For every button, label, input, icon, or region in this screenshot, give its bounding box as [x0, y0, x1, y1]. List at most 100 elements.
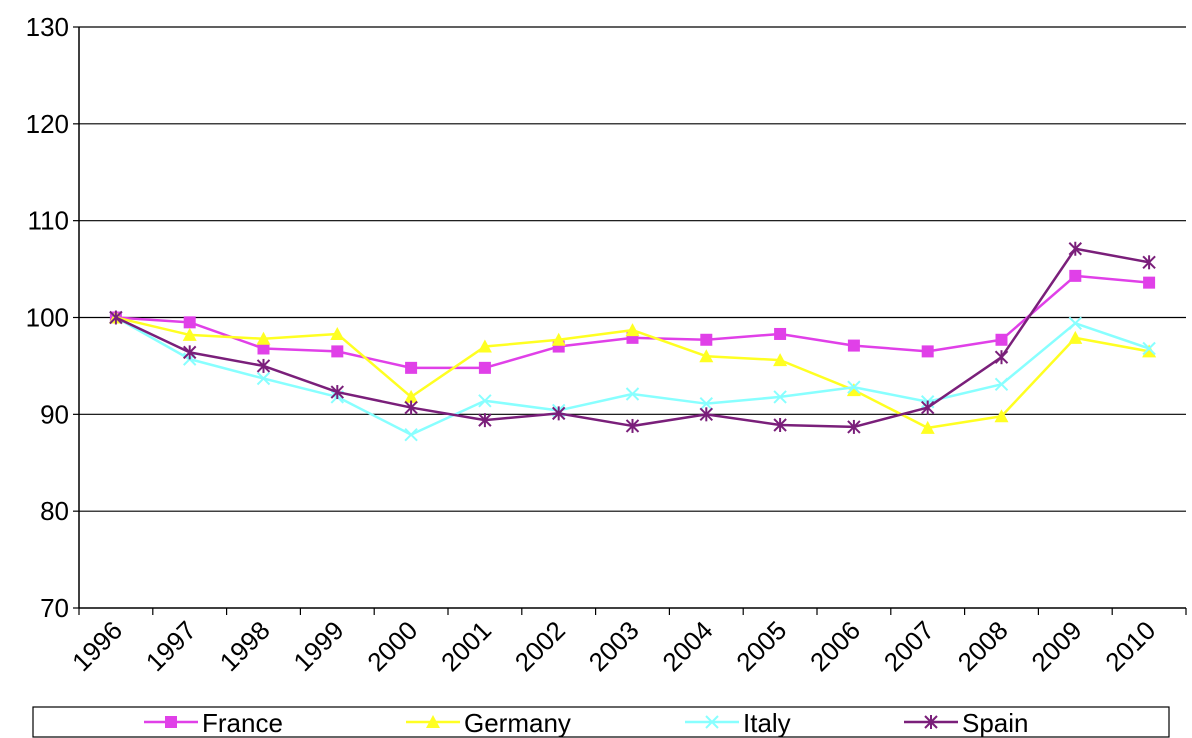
legend: France Germany Italy Spain	[32, 706, 1170, 738]
legend-item-germany: Germany	[406, 708, 571, 738]
point-italy-2001	[478, 394, 492, 408]
marker-stroke	[773, 390, 787, 404]
legend-label-germany: Germany	[464, 708, 571, 738]
point-spain-2007	[920, 400, 935, 415]
point-germany-2006	[846, 383, 861, 397]
legend-swatch-marker	[705, 715, 719, 729]
point-germany-2005	[773, 353, 788, 367]
x-tick-label: 2000	[361, 615, 423, 677]
point-italy-1998	[256, 371, 271, 386]
point-spain-1997	[182, 345, 197, 360]
x-tick-label: 2005	[730, 615, 792, 677]
point-france-2010	[1143, 276, 1156, 289]
point-spain-1998	[256, 358, 271, 373]
point-germany-1998	[256, 331, 271, 345]
point-spain-2006	[847, 419, 861, 434]
legend-swatch-marker	[426, 715, 440, 728]
x-tick-label: 2006	[804, 615, 866, 677]
legend-label-france: France	[202, 708, 283, 738]
series-germany	[108, 310, 1157, 434]
series-france	[109, 269, 1156, 374]
marker-stroke	[625, 387, 640, 401]
marker-stroke	[1142, 341, 1156, 356]
point-france-1997	[183, 316, 196, 329]
point-germany-2003	[625, 323, 640, 337]
point-spain-2001	[478, 413, 492, 428]
point-italy-2008	[994, 377, 1009, 392]
marker-stroke	[699, 396, 714, 411]
y-tick-label: 100	[26, 303, 69, 333]
marker-stroke	[478, 394, 492, 408]
x-tick-label: 2001	[435, 615, 497, 677]
y-axis-ticks: 70 80 90 100 110 120 130	[26, 12, 79, 623]
point-france-1998	[257, 342, 270, 355]
y-tick-label: 130	[26, 12, 69, 42]
marker-stroke	[256, 371, 271, 386]
legend-item-italy: Italy	[685, 708, 791, 738]
point-germany-2001	[477, 339, 492, 353]
marker-stroke	[404, 427, 418, 442]
legend-box	[32, 706, 1170, 738]
series-line-france	[115, 274, 1150, 370]
point-france-2008	[995, 333, 1008, 346]
point-france-2007	[921, 345, 934, 358]
legend-item-spain: Spain	[904, 708, 1029, 738]
point-italy-2009	[1068, 316, 1083, 331]
x-tick-label: 1997	[140, 615, 202, 677]
x-tick-label: 2002	[509, 615, 571, 677]
point-france-2005	[774, 327, 787, 340]
x-tick-label: 2009	[1025, 615, 1087, 677]
legend-swatch-marker	[165, 716, 177, 728]
point-spain-2000	[404, 400, 418, 415]
marker-stroke	[1068, 316, 1083, 331]
legend-label-spain: Spain	[962, 708, 1029, 738]
y-tick-label: 80	[40, 496, 69, 526]
legend-label-italy: Italy	[743, 708, 791, 738]
point-france-2004	[700, 333, 713, 346]
point-italy-2005	[773, 390, 787, 404]
x-tick-label: 2008	[952, 615, 1014, 677]
point-germany-2010	[1142, 344, 1157, 358]
point-france-2009	[1069, 269, 1082, 282]
x-axis-ticks: 1996 1997 1998 1999 2000 2001 2002 2003 2004 2005…	[66, 608, 1187, 677]
series-spain	[109, 241, 1156, 434]
x-tick-label: 1999	[287, 615, 349, 677]
point-spain-2004	[699, 407, 714, 422]
point-spain-2009	[1068, 241, 1083, 256]
point-germany-2000	[404, 389, 419, 403]
legend-item-france: France	[144, 708, 283, 738]
point-spain-2002	[551, 406, 566, 421]
y-tick-label: 90	[40, 399, 69, 429]
point-spain-1999	[330, 385, 345, 400]
y-tick-label: 120	[26, 109, 69, 139]
point-germany-2004	[699, 349, 714, 363]
point-germany-2007	[920, 420, 935, 434]
point-germany-1997	[182, 327, 197, 341]
x-tick-label: 2004	[656, 615, 718, 677]
point-spain-1996	[109, 310, 123, 325]
point-italy-2000	[404, 427, 418, 442]
point-italy-2010	[1142, 341, 1156, 356]
marker-stroke	[705, 715, 719, 729]
x-tick-label: 1998	[214, 615, 276, 677]
point-france-1999	[331, 345, 344, 358]
series-group	[108, 241, 1157, 442]
y-tick-label: 70	[40, 593, 69, 623]
y-tick-label: 110	[28, 206, 69, 236]
x-tick-label: 2010	[1099, 615, 1161, 677]
point-germany-2009	[1068, 330, 1083, 344]
point-italy-2003	[625, 387, 640, 401]
point-germany-2008	[994, 409, 1009, 423]
point-italy-2004	[699, 396, 714, 411]
point-spain-2008	[994, 350, 1009, 365]
grid-lines	[79, 26, 1186, 512]
marker-stroke	[994, 377, 1009, 392]
point-spain-2010	[1142, 255, 1156, 270]
point-france-2001	[478, 361, 491, 374]
point-italy-2006	[847, 380, 861, 394]
point-spain-2005	[773, 417, 787, 432]
point-germany-1999	[330, 326, 345, 340]
marker-stroke	[847, 380, 861, 394]
x-tick-label: 2007	[878, 615, 940, 677]
